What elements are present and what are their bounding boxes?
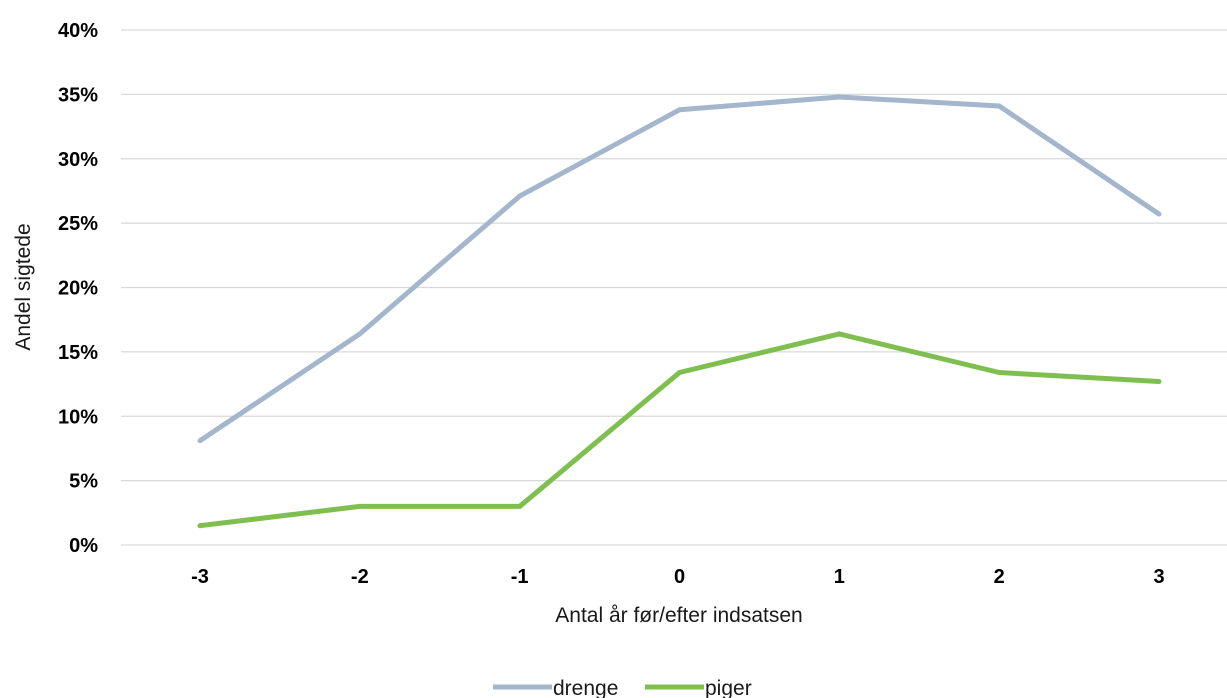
x-tick-label: -2: [351, 566, 369, 588]
legend-label-drenge: drenge: [553, 677, 618, 698]
data-point-piger: [357, 503, 363, 509]
y-tick-label: 35%: [58, 84, 98, 106]
x-tick-label: 2: [994, 566, 1005, 588]
y-tick-label: 20%: [58, 278, 98, 300]
x-axis-ticks: -3 -2 -1 0 1 2 3: [191, 566, 1164, 588]
legend: drenge piger: [493, 677, 752, 698]
y-tick-label: 10%: [58, 406, 98, 428]
x-tick-label: -1: [511, 566, 529, 588]
x-tick-label: 0: [674, 566, 685, 588]
data-point-piger: [197, 523, 203, 529]
x-tick-label: 1: [834, 566, 845, 588]
legend-label-piger: piger: [705, 677, 752, 698]
gridlines: [121, 29, 1227, 546]
x-tick-label: -3: [191, 566, 209, 588]
data-point-drenge: [1156, 211, 1162, 217]
data-point-piger: [996, 369, 1002, 375]
y-axis-label: Andel sigtede: [12, 223, 35, 350]
y-axis-ticks: 0% 5% 10% 15% 20% 25% 30% 35% 40%: [58, 20, 98, 557]
y-tick-label: 25%: [58, 213, 98, 235]
data-point-piger: [836, 331, 842, 337]
data-point-drenge: [836, 94, 842, 100]
y-tick-label: 5%: [69, 471, 98, 493]
data-point-drenge: [996, 103, 1002, 109]
data-point-drenge: [197, 438, 203, 444]
y-tick-label: 0%: [69, 535, 98, 557]
data-point-drenge: [677, 107, 682, 113]
y-tick-label: 15%: [58, 342, 98, 364]
x-axis-label: Antal år før/efter indsatsen: [555, 604, 802, 627]
y-tick-label: 30%: [58, 149, 98, 171]
series-line-drenge: [198, 94, 1161, 443]
data-point-drenge: [517, 193, 523, 199]
data-point-piger: [517, 503, 523, 509]
data-point-piger: [1156, 378, 1162, 384]
y-tick-label: 40%: [58, 20, 98, 42]
data-point-drenge: [357, 331, 363, 337]
x-tick-label: 3: [1153, 566, 1164, 588]
series-line-piger: [199, 331, 1160, 529]
data-point-piger: [677, 369, 682, 375]
series-lines: [197, 94, 1162, 529]
